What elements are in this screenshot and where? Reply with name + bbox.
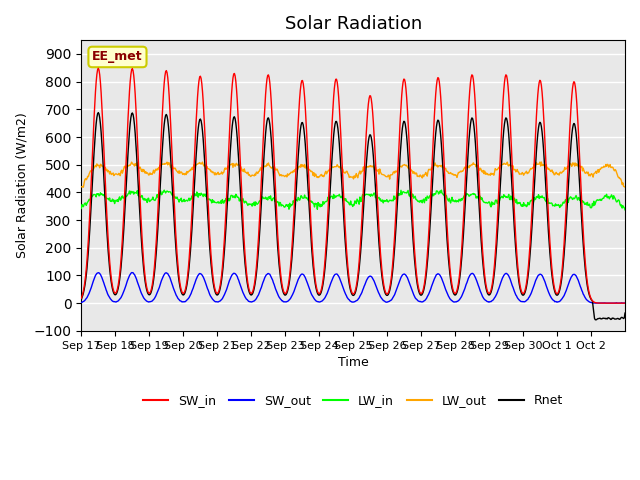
Rnet — [440, 189, 448, 195]
LW_in — [77, 205, 85, 211]
LW_out — [79, 184, 87, 190]
Legend: SW_in, SW_out, LW_in, LW_out, Rnet: SW_in, SW_out, LW_in, LW_out, Rnet — [138, 389, 568, 412]
SW_out — [242, 295, 250, 301]
SW_out — [440, 283, 448, 288]
SW_in — [410, 235, 417, 241]
X-axis label: Time: Time — [338, 356, 369, 369]
SW_in — [440, 164, 448, 169]
SW_in — [242, 261, 250, 267]
LW_out — [242, 169, 250, 175]
LW_in — [268, 198, 276, 204]
Rnet — [142, 283, 150, 288]
SW_in — [289, 223, 297, 229]
LW_out — [77, 184, 85, 190]
LW_in — [440, 192, 448, 198]
Line: SW_out: SW_out — [81, 273, 625, 303]
LW_in — [409, 192, 417, 197]
SW_out — [142, 298, 150, 303]
LW_in — [621, 207, 629, 213]
SW_in — [269, 126, 276, 132]
Y-axis label: Solar Radiation (W/m2): Solar Radiation (W/m2) — [15, 113, 28, 258]
LW_out — [440, 166, 448, 171]
Text: EE_met: EE_met — [92, 50, 143, 63]
Line: LW_out: LW_out — [81, 162, 625, 187]
LW_out — [621, 184, 629, 190]
Line: SW_in: SW_in — [81, 68, 625, 303]
LW_out — [538, 159, 545, 165]
LW_in — [289, 202, 296, 207]
Rnet — [621, 310, 629, 316]
Rnet — [242, 268, 250, 274]
Line: Rnet: Rnet — [81, 113, 625, 320]
LW_in — [141, 197, 149, 203]
Rnet — [77, 297, 85, 303]
LW_out — [142, 169, 150, 175]
SW_out — [269, 277, 276, 283]
LW_out — [269, 164, 276, 169]
Title: Solar Radiation: Solar Radiation — [285, 15, 422, 33]
SW_out — [410, 292, 417, 298]
SW_out — [128, 270, 136, 276]
Rnet — [95, 110, 102, 116]
SW_in — [77, 295, 85, 301]
LW_in — [438, 187, 445, 193]
SW_in — [95, 65, 102, 71]
SW_out — [77, 300, 85, 305]
SW_out — [593, 300, 601, 306]
LW_in — [241, 199, 249, 205]
Rnet — [289, 237, 297, 243]
LW_out — [410, 169, 417, 175]
LW_out — [289, 168, 297, 174]
Rnet — [592, 317, 600, 323]
SW_out — [621, 300, 629, 306]
SW_out — [289, 290, 297, 296]
Rnet — [269, 158, 276, 164]
Line: LW_in: LW_in — [81, 190, 625, 210]
SW_in — [142, 279, 150, 285]
SW_in — [621, 300, 629, 306]
Rnet — [410, 247, 417, 253]
